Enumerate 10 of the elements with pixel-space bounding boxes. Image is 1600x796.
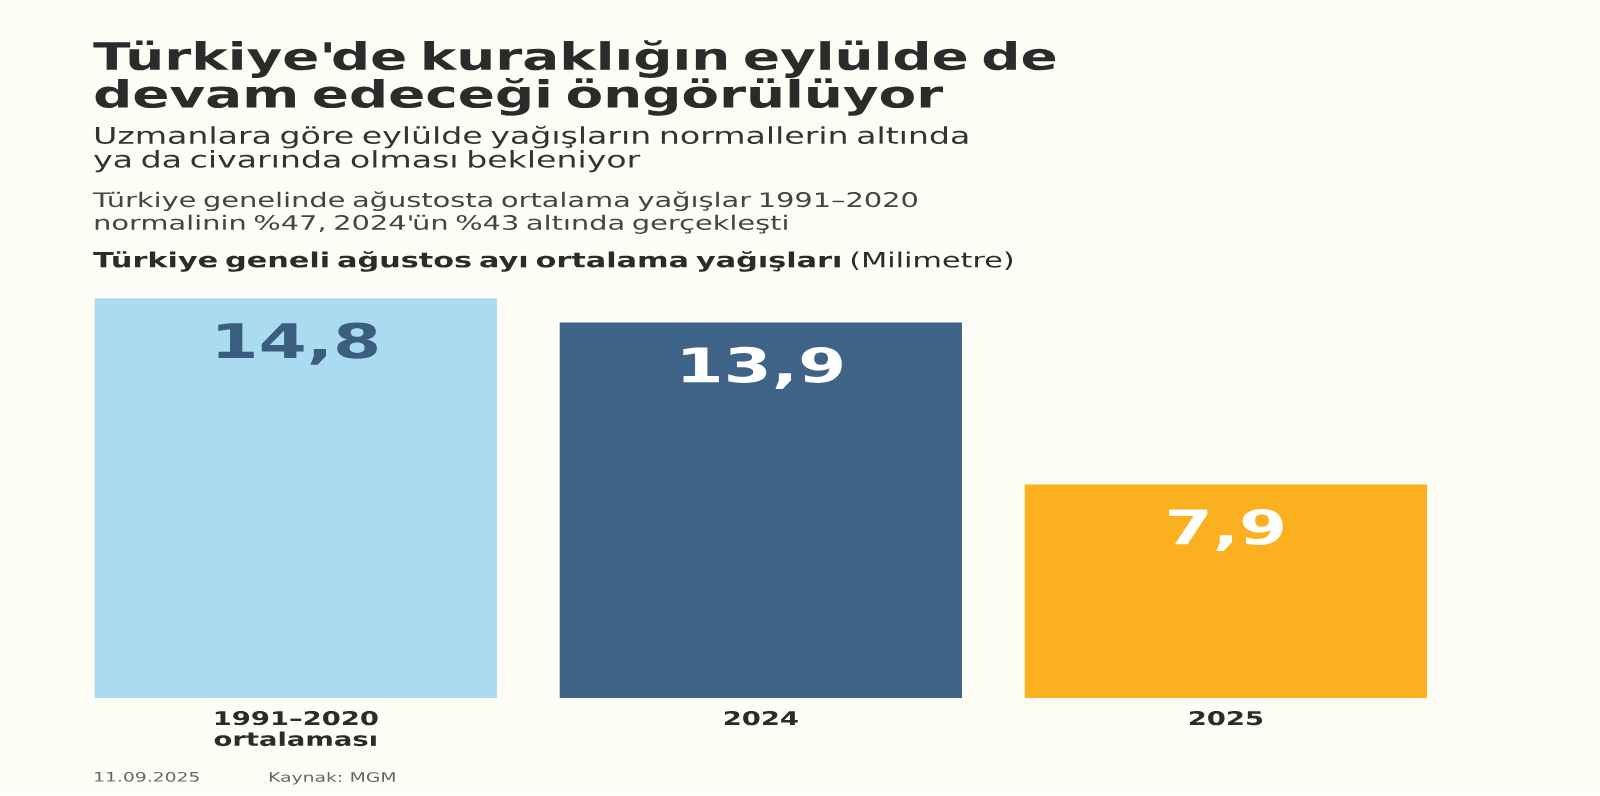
x-tick-label: 1991–2020 ortalaması bbox=[214, 711, 378, 747]
chart-title: Türkiye'de kuraklığın eylülde de devam edeceği öngörülüyor bbox=[93, 40, 1056, 116]
text: Türkiye geneli ağustos ayı ortalama yağışları (Milimetre) bbox=[93, 251, 1013, 273]
x-tick-label: 2025 bbox=[1189, 711, 1263, 726]
x-tick-label: 2024 bbox=[724, 711, 798, 726]
text: Türkiye genelinde ağustosta ortalama yağışlar 1991–2020 normalinin %47, 2024'ün %43 altında gerçekleşti bbox=[93, 191, 917, 235]
data-label: 14,8 bbox=[218, 322, 377, 365]
data-label: 7,9 bbox=[1169, 509, 1283, 552]
chart-subtitle: Uzmanlara göre eylülde yağışların normallerin altında ya da civarında olması bekleniyor bbox=[94, 125, 968, 173]
data-label: 13,9 bbox=[683, 347, 842, 390]
